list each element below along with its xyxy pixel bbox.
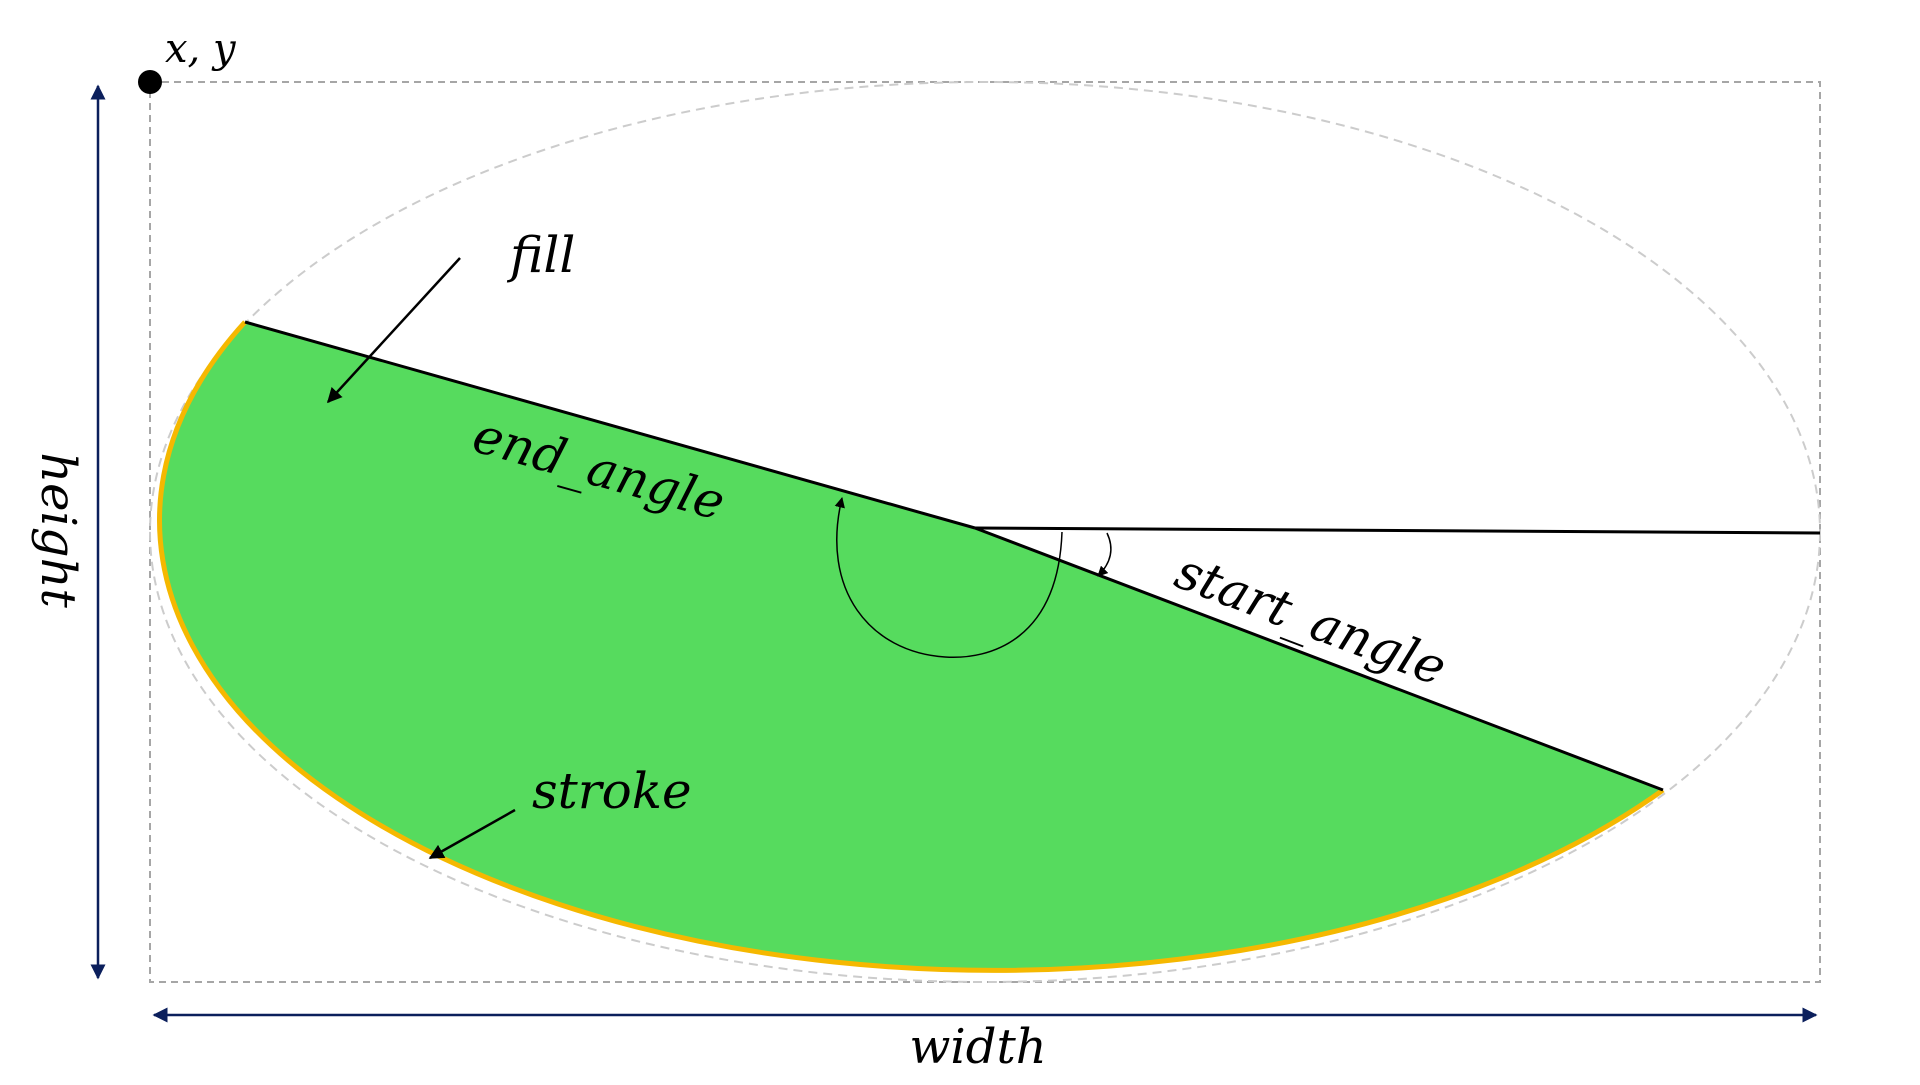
stroke-label: stroke bbox=[532, 762, 692, 820]
end-angle-marker-icon bbox=[834, 496, 1063, 659]
stroke-pointer-icon bbox=[428, 808, 516, 860]
height-label: height bbox=[30, 452, 86, 608]
origin-marker-icon bbox=[138, 70, 162, 94]
end-angle-line bbox=[244, 320, 976, 530]
start-angle-marker-icon bbox=[1097, 532, 1112, 577]
arc-stroke bbox=[157, 320, 1665, 973]
origin-label: x, y bbox=[165, 26, 237, 72]
fill-label: fill bbox=[506, 226, 575, 284]
start-angle-line bbox=[974, 526, 1664, 792]
arc-fill-wedge bbox=[159, 322, 1664, 971]
width-label: width bbox=[909, 1019, 1046, 1075]
fill-pointer-icon bbox=[326, 257, 461, 404]
reference-line bbox=[974, 526, 1821, 535]
